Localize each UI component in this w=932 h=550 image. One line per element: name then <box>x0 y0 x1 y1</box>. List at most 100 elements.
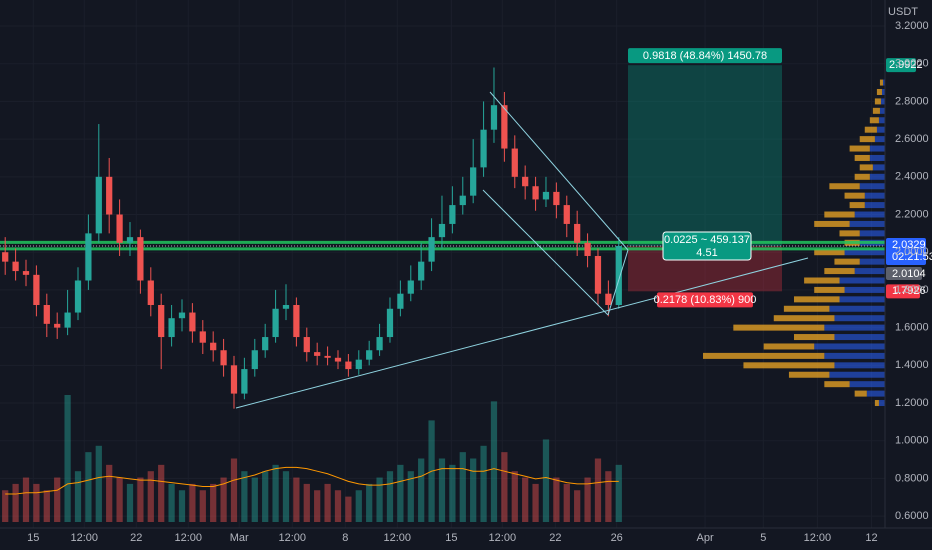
trend-line <box>235 257 809 409</box>
candle-body <box>54 323 61 328</box>
profile-up <box>849 220 885 227</box>
y-tick-label: 2.0000 <box>895 246 929 258</box>
volume-bar <box>334 490 342 522</box>
x-tick-label: Mar <box>230 532 249 544</box>
volume-bar <box>2 490 9 522</box>
candle-body <box>137 237 144 281</box>
target-zone <box>628 65 782 247</box>
candle-body <box>574 223 581 243</box>
volume-bar <box>293 477 300 522</box>
candle-body <box>511 148 518 177</box>
other-price: 2.0104 <box>892 268 926 280</box>
volume-bar <box>241 471 248 522</box>
profile-down <box>874 98 881 105</box>
candle-body <box>355 359 362 370</box>
channel-line <box>489 91 629 251</box>
y-tick-label: 0.8000 <box>895 472 929 484</box>
volume-bar <box>230 458 238 522</box>
volume-bar <box>168 483 175 522</box>
entry-label: 0.0225 ~ 459.137 <box>664 234 750 246</box>
candle-body <box>407 280 414 294</box>
profile-up <box>878 400 885 407</box>
candle-body <box>428 237 435 262</box>
volume-bar <box>95 445 102 522</box>
volume-bar <box>459 452 466 522</box>
x-tick-label: 26 <box>611 532 623 544</box>
volume-bar <box>158 464 165 522</box>
candle-body <box>12 261 19 272</box>
profile-down <box>794 296 840 303</box>
volume-bar <box>22 477 30 522</box>
candle-body <box>126 237 134 243</box>
volume-bar <box>480 445 487 522</box>
profile-down <box>859 164 873 171</box>
profile-down <box>814 220 850 227</box>
candle-body <box>241 369 248 394</box>
profile-up <box>866 390 885 397</box>
profile-up <box>834 334 885 341</box>
last-price: 2.0329 <box>892 239 926 251</box>
volume-bar <box>563 483 570 522</box>
candle-body <box>594 255 602 294</box>
volume-bar <box>314 490 321 522</box>
channel-line <box>482 189 609 316</box>
y-tick-label: 2.4000 <box>895 171 929 183</box>
unit-label: USDT <box>888 6 918 18</box>
profile-up <box>834 362 885 369</box>
volume-bar <box>366 483 373 522</box>
volume-ma <box>5 466 619 495</box>
profile-up <box>876 126 885 133</box>
candle-body <box>522 176 529 187</box>
volume-bar <box>355 490 362 522</box>
volume-bar <box>386 471 394 522</box>
volume-bar <box>272 464 279 522</box>
trend-lines <box>235 91 809 409</box>
candle-body <box>334 357 342 362</box>
profile-down <box>824 211 855 218</box>
candle-body <box>95 176 102 234</box>
candle-body <box>324 355 331 358</box>
x-tick-label: 15 <box>445 532 457 544</box>
profile-down <box>844 192 865 199</box>
candle-body <box>158 304 165 338</box>
candle-body <box>563 205 570 224</box>
candle-body <box>210 342 217 351</box>
profile-up <box>878 117 885 124</box>
candle-body <box>168 318 175 338</box>
profile-down <box>733 324 825 331</box>
profile-down <box>879 79 883 86</box>
stop-price: 1.7926 <box>892 285 926 297</box>
profile-down <box>773 315 835 322</box>
target-price-box <box>886 58 916 73</box>
volume-bar <box>85 452 92 522</box>
axes: 0.6000 0.8000 1.0000 1.2000 1.4000 1.6000 1.80… <box>27 20 929 544</box>
candle-body <box>2 252 9 262</box>
stop-label-box <box>657 292 753 308</box>
profile-up <box>864 202 885 209</box>
stop-price-box <box>886 284 920 299</box>
profile-down <box>834 258 860 265</box>
candle-body <box>116 214 123 243</box>
y-tick-label: 2.6000 <box>895 133 929 145</box>
volume-bar <box>303 483 310 522</box>
candle-body <box>553 191 560 206</box>
profile-up <box>839 277 885 284</box>
profile-down <box>824 268 855 275</box>
entry-label-box <box>662 231 752 261</box>
y-tick-label: 1.4000 <box>895 359 929 371</box>
candle-body <box>584 242 591 256</box>
candle-body <box>459 195 466 206</box>
candle-body <box>293 304 300 338</box>
profile-down <box>872 107 880 114</box>
volume-bar <box>324 483 331 522</box>
candle-body <box>314 352 321 356</box>
profile-down <box>804 277 840 284</box>
profile-up <box>874 136 885 143</box>
candle-body <box>605 293 612 305</box>
profile-down <box>703 352 825 359</box>
x-tick-label: 12:00 <box>174 532 202 544</box>
volume-bar <box>542 439 550 522</box>
candle-body <box>470 167 477 196</box>
